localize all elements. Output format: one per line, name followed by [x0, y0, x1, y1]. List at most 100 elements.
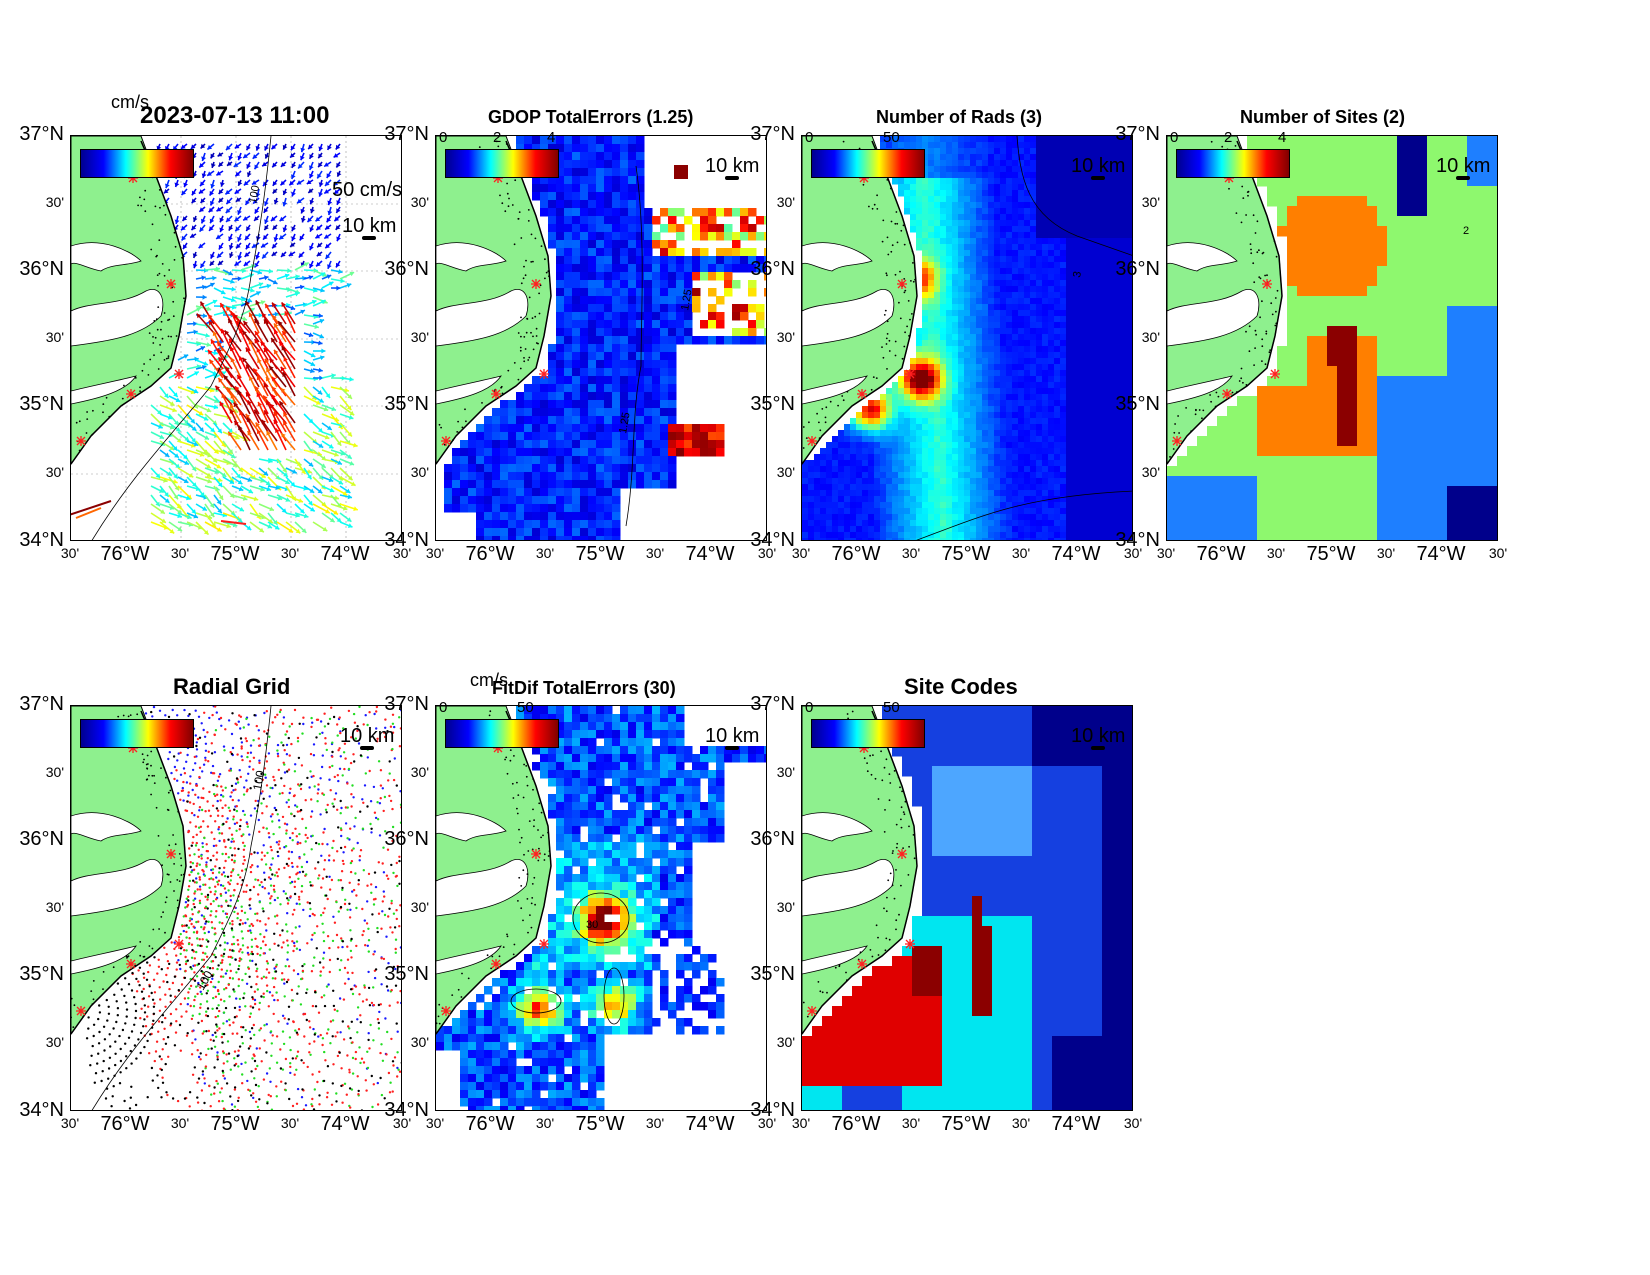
- grid-cell: [1108, 136, 1115, 143]
- arrowhead: [281, 302, 286, 308]
- grid-cell: [1012, 262, 1019, 269]
- grid-cell: [1042, 226, 1049, 233]
- grid-cell: [874, 430, 881, 437]
- grid-cell: [676, 320, 685, 329]
- grid-cell: [1024, 166, 1031, 173]
- grid-cell: [934, 154, 941, 161]
- grid-cell: [1126, 310, 1132, 317]
- grid-cell: [1066, 388, 1073, 395]
- arrowhead: [174, 182, 180, 187]
- grid-cell: [1078, 190, 1085, 197]
- arrowhead: [342, 505, 348, 511]
- grid-cell: [1102, 364, 1109, 371]
- grid-cell: [588, 160, 597, 169]
- grid-cell: [994, 250, 1001, 257]
- grid-cell: [1012, 466, 1019, 473]
- grid-cell: [994, 394, 1001, 401]
- grid-cell: [934, 442, 941, 449]
- grid-cell: [476, 464, 485, 473]
- grid-cell: [952, 172, 959, 179]
- grid-cell: [588, 240, 597, 249]
- arrowhead: [233, 162, 239, 167]
- grid-cell: [1102, 148, 1109, 155]
- grid-cell: [952, 244, 959, 251]
- grid-cell: [964, 274, 971, 281]
- grid-cell: [1078, 316, 1085, 323]
- grid-cell: [952, 322, 959, 329]
- grid-cell: [1078, 358, 1085, 365]
- arrowhead: [228, 236, 233, 241]
- arrowhead: [291, 226, 296, 232]
- grid-cell: [660, 288, 669, 297]
- arrowhead: [183, 478, 189, 483]
- grid-cell: [946, 292, 953, 299]
- grid-cell: [1030, 388, 1037, 395]
- grid-cell: [636, 464, 645, 473]
- grid-cell: [910, 196, 917, 203]
- grid-cell: [928, 334, 935, 341]
- grid-cell: [916, 352, 923, 359]
- grid-cell: [862, 430, 869, 437]
- grid-cell: [604, 232, 613, 241]
- grid-cell: [958, 304, 965, 311]
- grid-cell: [988, 262, 995, 269]
- grid-cell: [1024, 304, 1031, 311]
- grid-cell: [516, 424, 525, 433]
- coast-dot: [504, 210, 507, 213]
- grid-cell: [1024, 202, 1031, 209]
- grid-cell: [580, 328, 589, 337]
- arrowhead: [248, 340, 254, 345]
- grid-cell: [1054, 400, 1061, 407]
- grid-cell: [468, 440, 477, 449]
- grid-cell: [1072, 304, 1079, 311]
- grid-cell: [1108, 202, 1115, 209]
- grid-cell: [724, 264, 733, 273]
- grid-cell: [548, 536, 557, 540]
- grid-cell: [892, 454, 899, 461]
- arrowhead: [318, 146, 324, 151]
- grid-cell: [1018, 286, 1025, 293]
- grid-cell: [684, 256, 693, 265]
- grid-cell: [612, 232, 621, 241]
- grid-cell: [740, 328, 749, 337]
- grid-cell: [1126, 406, 1132, 413]
- arrowhead: [191, 466, 197, 472]
- grid-cell: [958, 208, 965, 215]
- grid-cell: [898, 418, 905, 425]
- grid-cell: [910, 436, 917, 443]
- grid-cell: [826, 466, 833, 473]
- grid-cell: [540, 528, 549, 537]
- grid-cell: [886, 448, 893, 455]
- grid-cell: [596, 208, 605, 217]
- grid-cell: [1054, 310, 1061, 317]
- grid-cell: [548, 400, 557, 409]
- grid-cell: [1072, 394, 1079, 401]
- grid-cell: [1006, 376, 1013, 383]
- grid-cell: [548, 240, 557, 249]
- grid-cell: [1048, 226, 1055, 233]
- arrowhead: [274, 525, 280, 530]
- grid-cell: [516, 528, 525, 537]
- grid-cell: [1102, 160, 1109, 167]
- grid-cell: [1060, 334, 1067, 341]
- arrowhead: [269, 358, 275, 364]
- grid-cell: [994, 172, 1001, 179]
- arrowhead: [183, 454, 188, 460]
- grid-cell: [548, 416, 557, 425]
- grid-cell: [1132, 448, 1133, 455]
- grid-cell: [958, 412, 965, 419]
- grid-cell: [1102, 142, 1109, 149]
- grid-cell: [1066, 328, 1073, 335]
- current-vector: [245, 364, 260, 388]
- grid-cell: [976, 190, 983, 197]
- grid-cell: [1090, 370, 1097, 377]
- grid-cell: [1114, 376, 1121, 383]
- grid-cell: [994, 184, 1001, 191]
- grid-cell: [588, 320, 597, 329]
- grid-cell: [1060, 358, 1067, 365]
- grid-cell: [988, 232, 995, 239]
- grid-cell: [1108, 340, 1115, 347]
- grid-cell: [988, 154, 995, 161]
- grid-cell: [556, 424, 565, 433]
- arrowhead: [243, 261, 249, 266]
